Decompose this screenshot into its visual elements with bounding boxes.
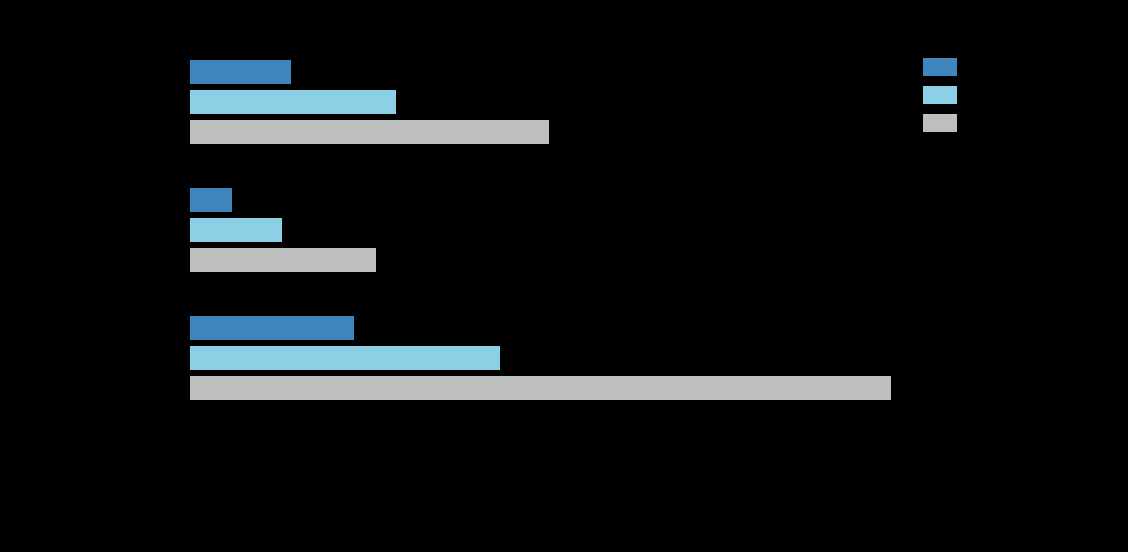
legend-swatch-series-a xyxy=(923,58,957,76)
bar-group-2-series-a xyxy=(190,188,232,212)
bar-group-1-series-c xyxy=(190,120,549,144)
bar-group-2-series-b xyxy=(190,218,282,242)
bar-group-2-series-c xyxy=(190,248,376,272)
legend-swatch-series-c xyxy=(923,114,957,132)
bar-group-3-series-c xyxy=(190,376,891,400)
bar-group-3-series-a xyxy=(190,316,354,340)
legend-swatch-series-b xyxy=(923,86,957,104)
bar-group-3-series-b xyxy=(190,346,500,370)
bar-group-1-series-b xyxy=(190,90,396,114)
bar-group-1-series-a xyxy=(190,60,291,84)
bar-chart xyxy=(0,0,1128,552)
